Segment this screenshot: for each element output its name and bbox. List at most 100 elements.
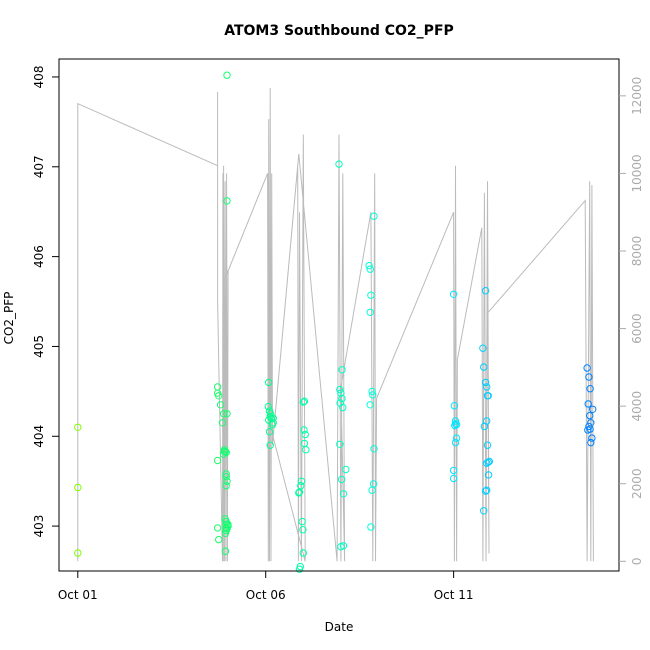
data-point <box>213 524 222 532</box>
data-point <box>366 401 374 409</box>
data-point <box>366 265 374 273</box>
data-point <box>339 403 347 412</box>
y-axis-label: CO2_PFP <box>2 292 16 345</box>
data-point <box>218 419 227 427</box>
chart-title: ATOM3 Southbound CO2_PFP <box>224 23 454 39</box>
data-point <box>484 458 492 466</box>
data-point <box>338 366 346 374</box>
data-point <box>370 445 378 453</box>
data-point <box>584 426 592 434</box>
data-point <box>219 410 228 418</box>
data-point <box>586 385 594 393</box>
data-point <box>366 308 374 316</box>
y2-tick-label: 2000 <box>630 468 644 499</box>
data-point <box>451 438 460 447</box>
y2-tick-label: 12000 <box>630 77 644 115</box>
data-point <box>483 486 491 494</box>
y2-tick-label: 0 <box>630 557 644 565</box>
data-point <box>588 434 596 442</box>
data-point <box>297 477 306 485</box>
data-point <box>368 387 376 396</box>
x-axis-label: Date <box>325 620 354 634</box>
data-point <box>483 459 491 467</box>
flight-track-line <box>77 88 594 562</box>
data-point <box>266 441 274 449</box>
data-point <box>449 466 458 475</box>
data-point <box>450 402 459 410</box>
data-point <box>586 411 594 420</box>
data-point <box>215 535 223 544</box>
data-point <box>215 392 223 400</box>
data-point <box>299 398 307 406</box>
data-point <box>222 482 230 490</box>
data-point <box>222 473 230 481</box>
data-point <box>484 471 493 479</box>
data-point <box>222 470 230 478</box>
data-point <box>302 446 310 454</box>
data-point <box>221 529 230 537</box>
data-point <box>367 291 375 299</box>
data-point <box>297 482 305 490</box>
data-point <box>451 420 460 428</box>
data-point <box>368 486 376 494</box>
x-tick-label: Oct 11 <box>434 588 474 602</box>
data-point <box>481 487 490 495</box>
data-point <box>480 422 489 431</box>
y2-tick-label: 10000 <box>630 154 644 192</box>
data-point <box>451 417 460 425</box>
data-point <box>480 363 488 371</box>
data-point <box>221 547 230 555</box>
data-point <box>222 448 230 457</box>
data-point <box>585 373 593 381</box>
data-point <box>337 389 345 397</box>
data-point <box>223 71 231 79</box>
y2-tick-label: 6000 <box>630 313 644 344</box>
data-point <box>483 383 491 391</box>
data-point <box>335 160 343 168</box>
data-point <box>479 344 487 352</box>
data-point <box>338 394 346 403</box>
data-point <box>213 383 222 391</box>
y2-tick-label: 8000 <box>630 236 644 267</box>
y-tick-label: 406 <box>32 245 46 268</box>
data-point <box>299 526 307 534</box>
data-point <box>367 523 375 531</box>
data-point <box>336 385 344 394</box>
y-tick-label: 403 <box>32 515 46 538</box>
data-point <box>481 378 490 387</box>
data-point <box>481 287 490 295</box>
data-point <box>216 401 225 409</box>
data-point <box>587 438 595 447</box>
data-point <box>299 549 307 557</box>
data-point <box>339 490 348 498</box>
data-point <box>480 507 488 515</box>
data-point <box>369 391 377 399</box>
data-points-layer <box>74 71 597 573</box>
data-point <box>301 430 309 439</box>
data-point <box>265 378 273 387</box>
data-point <box>483 441 492 449</box>
data-point <box>483 392 492 400</box>
y-axis-right: 0 2000 4000 6000 8000 10000 12000 <box>619 77 644 565</box>
data-point <box>337 475 346 484</box>
data-point <box>213 456 222 465</box>
y-axis-left: 403 404 405 406 407 408 <box>32 66 59 538</box>
data-point <box>336 440 344 448</box>
data-point <box>74 483 82 492</box>
data-point <box>300 397 309 405</box>
data-point <box>224 522 232 530</box>
data-point <box>365 261 373 270</box>
data-point <box>223 197 231 205</box>
data-point <box>342 465 350 474</box>
data-point <box>223 477 231 485</box>
data-point <box>295 565 304 573</box>
data-point <box>589 405 597 413</box>
data-point <box>222 524 230 532</box>
x-axis: Oct 01 Oct 06 Oct 11 <box>58 570 474 602</box>
data-point <box>74 549 82 557</box>
data-point <box>269 414 277 422</box>
data-point <box>300 426 308 434</box>
data-point <box>452 434 461 442</box>
y-tick-label: 404 <box>32 425 46 448</box>
